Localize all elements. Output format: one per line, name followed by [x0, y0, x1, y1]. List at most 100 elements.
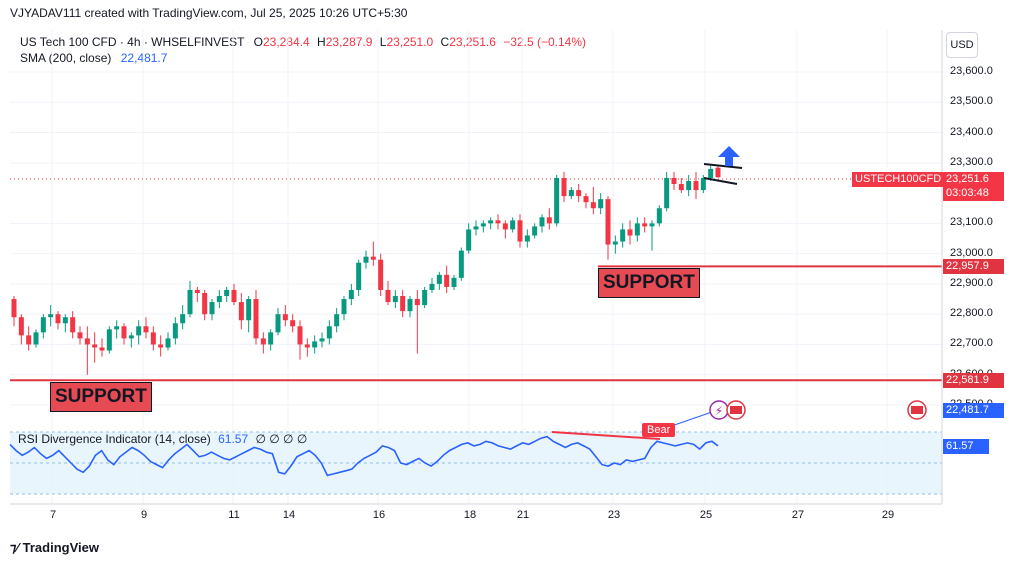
candle-body: [378, 259, 384, 290]
candle-body: [708, 168, 714, 178]
time-tick: 11: [228, 509, 240, 521]
candle-body: [407, 299, 413, 312]
candle-body: [392, 296, 398, 303]
sma-legend[interactable]: SMA (200, close) 22,481.7: [20, 51, 167, 65]
rsi-legend-value: 61.57: [218, 432, 249, 446]
support-label-upper[interactable]: SUPPORT: [598, 268, 700, 298]
last-price-tag: 23,251.6: [943, 172, 1004, 187]
price-tick: 23,400.0: [950, 125, 993, 138]
price-tick: 22,900.0: [950, 276, 993, 289]
upper-support-tag: 22,957.9: [943, 259, 1004, 274]
sma-value: 22,481.7: [120, 51, 168, 65]
rsi-value-tag: 61.57: [943, 439, 989, 454]
candle-body: [33, 332, 39, 345]
tradingview-brand: TradingView: [22, 540, 99, 555]
candle-body: [612, 241, 618, 245]
candle-body: [334, 314, 340, 327]
author-credit: VJYADAV111 created with TradingView.com,…: [10, 6, 408, 20]
price-tick: 23,500.0: [950, 95, 993, 108]
candle-body: [319, 338, 325, 342]
candle-body: [539, 217, 545, 227]
tradingview-logo-icon: ⁊⁄: [10, 540, 19, 555]
candle-body: [165, 338, 171, 348]
candle-body: [480, 223, 486, 227]
candle-body: [341, 299, 347, 315]
tradingview-logo[interactable]: ⁊⁄ TradingView: [10, 540, 99, 556]
close-value: 23,251.6: [449, 35, 496, 49]
candle-body: [561, 177, 567, 197]
candle-body: [187, 289, 193, 315]
candles: [11, 165, 721, 375]
candle-body: [444, 274, 450, 287]
candle-body: [664, 177, 670, 209]
candle-body: [275, 314, 281, 333]
high-label: H: [317, 35, 326, 49]
candle-body: [128, 335, 134, 339]
currency-button[interactable]: USD: [946, 32, 978, 58]
time-tick: 23: [607, 509, 621, 521]
time-tick: 29: [881, 509, 895, 521]
candle-body: [671, 177, 677, 185]
rsi-legend[interactable]: RSI Divergence Indicator (14, close) 61.…: [18, 432, 307, 446]
candle-body: [304, 344, 310, 348]
candle-body: [290, 320, 296, 327]
candle-body: [268, 332, 274, 345]
candle-body: [598, 199, 604, 209]
time-tick: 14: [282, 509, 296, 521]
candle-body: [84, 338, 90, 345]
candle-body: [414, 299, 420, 306]
countdown-tag: 03:03:48: [943, 186, 1004, 201]
candle-body: [216, 296, 222, 303]
candle-body: [466, 229, 472, 251]
candle-body: [568, 190, 574, 197]
candle-body: [209, 302, 215, 315]
candle-body: [48, 314, 54, 318]
candle-body: [700, 177, 706, 191]
rsi-legend-extras: ∅ ∅ ∅ ∅: [255, 432, 308, 446]
bear-divergence-line: [551, 431, 661, 440]
open-label: O: [253, 35, 263, 49]
candle-body: [194, 289, 200, 293]
symbol-legend[interactable]: US Tech 100 CFD · 4h · WHSELFINVEST O23,…: [20, 35, 586, 49]
time-tick: 16: [372, 509, 386, 521]
candle-body: [121, 326, 127, 339]
candle-body: [106, 329, 112, 351]
candle-body: [158, 344, 164, 348]
candle-body: [99, 347, 105, 351]
candle-body: [495, 220, 501, 224]
open-value: 23,284.4: [262, 35, 310, 49]
price-tick: 22,700.0: [950, 337, 993, 350]
candle-body: [510, 220, 516, 230]
channel-upper-line[interactable]: [703, 163, 743, 169]
candle-body: [451, 277, 457, 287]
candle-body: [70, 317, 76, 333]
time-tick: 18: [463, 509, 477, 521]
time-tick: 9: [140, 509, 148, 521]
support-label-lower[interactable]: SUPPORT: [50, 382, 152, 412]
candle-body: [400, 296, 406, 312]
candle-body: [429, 283, 435, 290]
candle-body: [524, 235, 530, 242]
us-flag-glyph-right: [911, 406, 923, 414]
price-tick: 23,100.0: [950, 216, 993, 229]
low-label: L: [379, 35, 387, 49]
candle-body: [224, 289, 230, 297]
candle-body: [143, 326, 149, 333]
bear-label: Bear: [642, 423, 676, 437]
price-tick: 23,600.0: [950, 65, 993, 77]
candle-body: [370, 256, 376, 260]
candle-body: [642, 223, 648, 227]
candle-body: [686, 180, 692, 191]
candle-body: [246, 299, 252, 321]
candle-body: [590, 202, 596, 209]
candle-body: [62, 317, 68, 324]
channel-lower-line[interactable]: [703, 177, 738, 185]
candle-body: [583, 196, 589, 203]
candle-body: [114, 326, 120, 330]
candle-body: [326, 326, 332, 339]
rsi-polyline: [9, 435, 719, 477]
up-arrow-icon[interactable]: [718, 146, 740, 166]
candle-body: [546, 217, 552, 224]
sma-price-tag: 22,481.7: [943, 403, 1004, 418]
